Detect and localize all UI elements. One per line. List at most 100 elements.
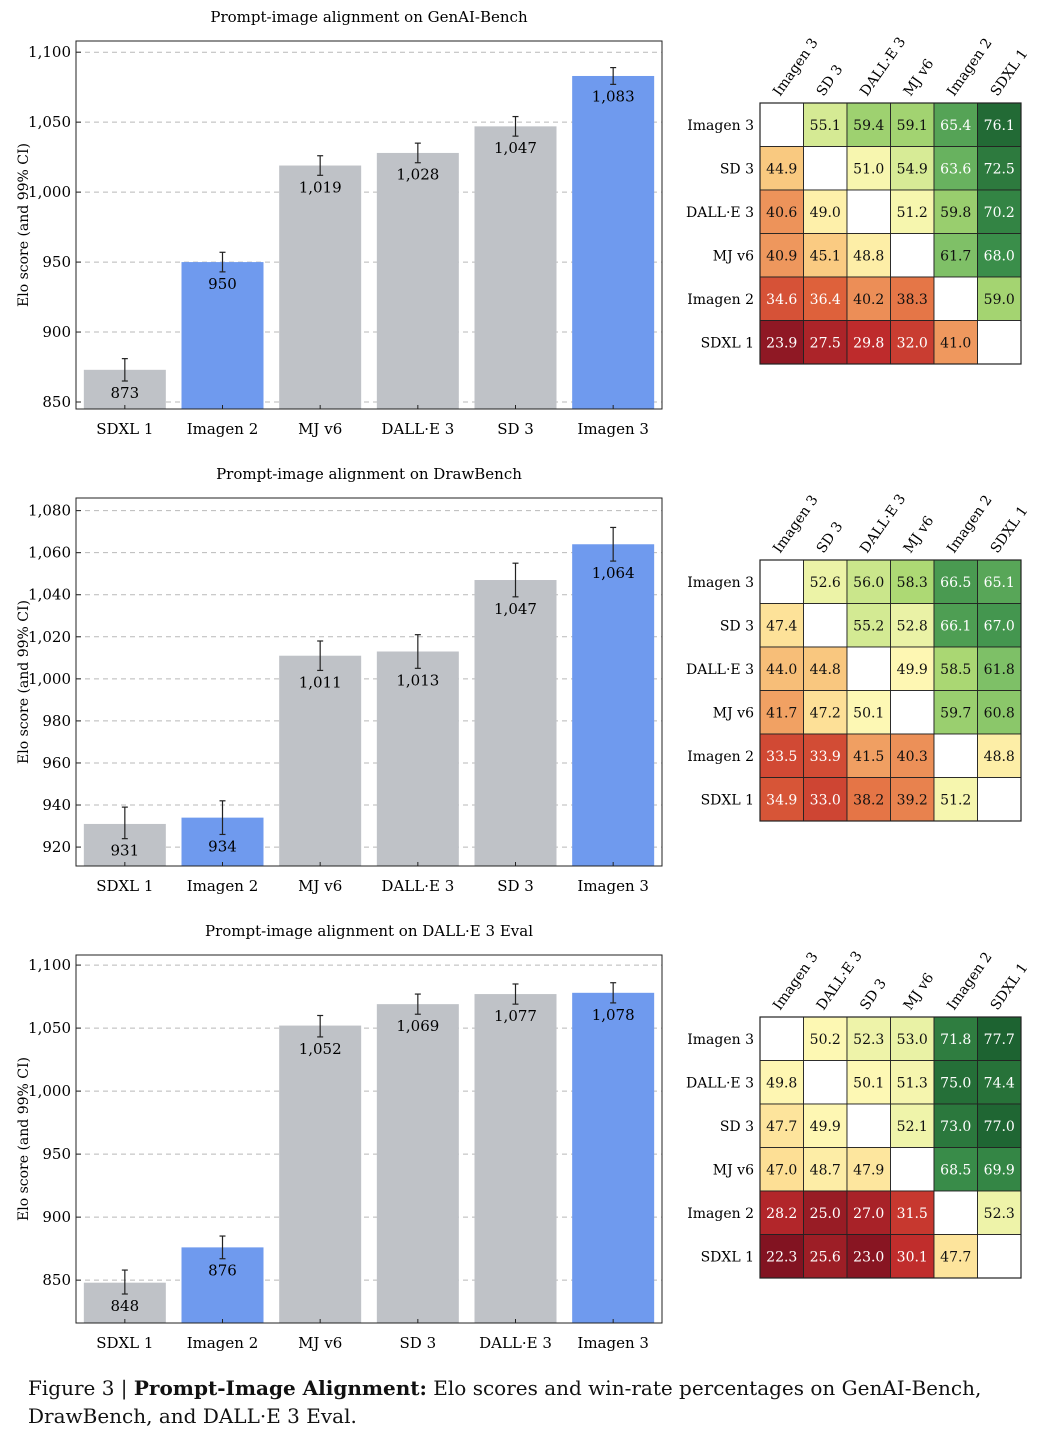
bar [279,655,362,866]
y-tick-label: 900 [42,1208,71,1226]
heatmap-value: 54.9 [897,161,928,177]
heatmap-value: 36.4 [810,292,841,308]
heatmap-row-label: Imagen 3 [687,118,754,134]
y-tick-label: 900 [42,323,71,341]
heatmap-cell [846,1190,891,1235]
heatmap-value: 70.2 [984,205,1015,221]
heatmap-cell [846,603,891,648]
heatmap-value: 53.0 [897,1032,928,1048]
heatmap-cell [890,1147,935,1192]
x-tick-label: Imagen 3 [577,1334,649,1352]
heatmap-value: 52.1 [897,1119,928,1135]
heatmap-cell [759,102,804,147]
heatmap-value: 22.3 [766,1249,797,1265]
plot-frame [75,497,663,867]
heatmap-row-label: DALL·E 3 [686,1075,754,1091]
bar [474,580,557,866]
heatmap-value: 47.7 [766,1119,797,1135]
heatmap-value: 52.8 [897,618,928,634]
heatmap-value: 50.2 [810,1032,841,1048]
bar-chart-dalle3-eval: Prompt-image alignment on DALL·E 3 Eval 8… [16,922,663,1352]
bar [572,992,655,1323]
heatmap-value: 48.8 [853,248,884,264]
x-tick-label: Imagen 2 [187,1334,259,1352]
heatmap-row-label: Imagen 2 [687,292,754,308]
y-tick-label: 1,100 [28,956,71,974]
heatmap-cell [933,603,978,648]
y-tick-label: 920 [42,838,71,856]
heatmap-cell [977,1190,1022,1235]
heatmap-col-label: SDXL 1 [988,960,1032,1013]
heatmap-value: 33.9 [810,749,841,765]
data-label: 934 [208,837,237,855]
y-tick-label: 1,000 [28,183,71,201]
heatmap-cell [890,1234,935,1279]
heatmap-value: 59.8 [940,205,971,221]
data-label: 1,013 [396,671,439,689]
heatmap-col-label: MJ v6 [901,513,938,556]
caption-prefix: Figure 3 | [28,1376,134,1400]
heatmap-cell [759,1016,804,1061]
heatmap-cell [977,233,1022,278]
heatmap-col-label: SD 3 [814,62,847,99]
heatmap-cell [846,1147,891,1192]
data-label: 1,047 [494,600,537,618]
caption-text: Elo scores and win-rate percentages on G… [28,1376,982,1428]
heatmap-value: 38.2 [853,792,884,808]
heatmap-value: 31.5 [897,1206,928,1222]
heatmap-cell [933,777,978,822]
heatmap-cell [890,559,935,604]
x-tick-label: Imagen 3 [577,877,649,895]
heatmap-cell [803,777,848,822]
heatmap-value: 73.0 [940,1119,971,1135]
heatmap-row-label: DALL·E 3 [686,662,754,678]
data-label: 1,083 [592,87,635,105]
x-tick-label: Imagen 2 [187,420,259,438]
y-tick-label: 1,100 [28,43,71,61]
heatmap-value: 33.5 [766,749,797,765]
x-tick-label: SD 3 [400,1334,437,1352]
heatmap-cell [803,1147,848,1192]
heatmap-value: 51.3 [897,1075,928,1091]
y-tick-label: 1,050 [28,113,71,131]
heatmap-cell [803,320,848,365]
y-tick-label: 1,000 [28,670,71,688]
heatmap-cell [977,146,1022,191]
heatmap-cell [803,276,848,321]
heatmap-value: 34.6 [766,292,797,308]
heatmap-row-label: SDXL 1 [701,792,754,808]
data-label: 873 [111,384,140,402]
heatmap-value: 47.9 [853,1162,884,1178]
heatmap-cell [977,102,1022,147]
x-tick-label: MJ v6 [298,1334,342,1352]
heatmap-value: 32.0 [897,335,928,351]
data-label: 1,011 [299,673,342,691]
x-tick-label: SD 3 [497,420,534,438]
heatmap-cell [977,276,1022,321]
y-tick-label: 950 [42,253,71,271]
bar [181,1247,264,1323]
y-tick-label: 850 [42,1271,71,1289]
heatmap-row-label: Imagen 3 [687,575,754,591]
heatmap-cell [890,102,935,147]
heatmap-cell [890,233,935,278]
x-tick-label: DALL·E 3 [479,1334,552,1352]
panel-genai-bench: Prompt-image alignment on GenAI-Bench 873… [0,0,1054,456]
heatmap-cell [759,1103,804,1148]
y-tick-label: 850 [42,393,71,411]
bar [376,1004,459,1323]
plot-frame [75,954,663,1324]
heatmap-dalle3-eval: 50.2 52.3 53.0 71.8 77.7 49.8 50.1 51.3 75.0 74.4… [686,948,1032,1279]
heatmap-col-label: SDXL 1 [988,46,1032,99]
heatmap-value: 67.0 [984,618,1015,634]
heatmap-cell [759,320,804,365]
heatmap-value: 74.4 [984,1075,1015,1091]
heatmap-frame [759,102,1022,365]
y-tick-label: 1,080 [28,502,71,520]
data-label: 950 [208,275,237,293]
y-tick-label: 940 [42,796,71,814]
heatmap-cell [933,1060,978,1105]
heatmap-value: 30.1 [897,1249,928,1265]
heatmap-value: 27.0 [853,1206,884,1222]
bar-chart-genai-bench: Prompt-image alignment on GenAI-Bench 873… [16,8,663,438]
